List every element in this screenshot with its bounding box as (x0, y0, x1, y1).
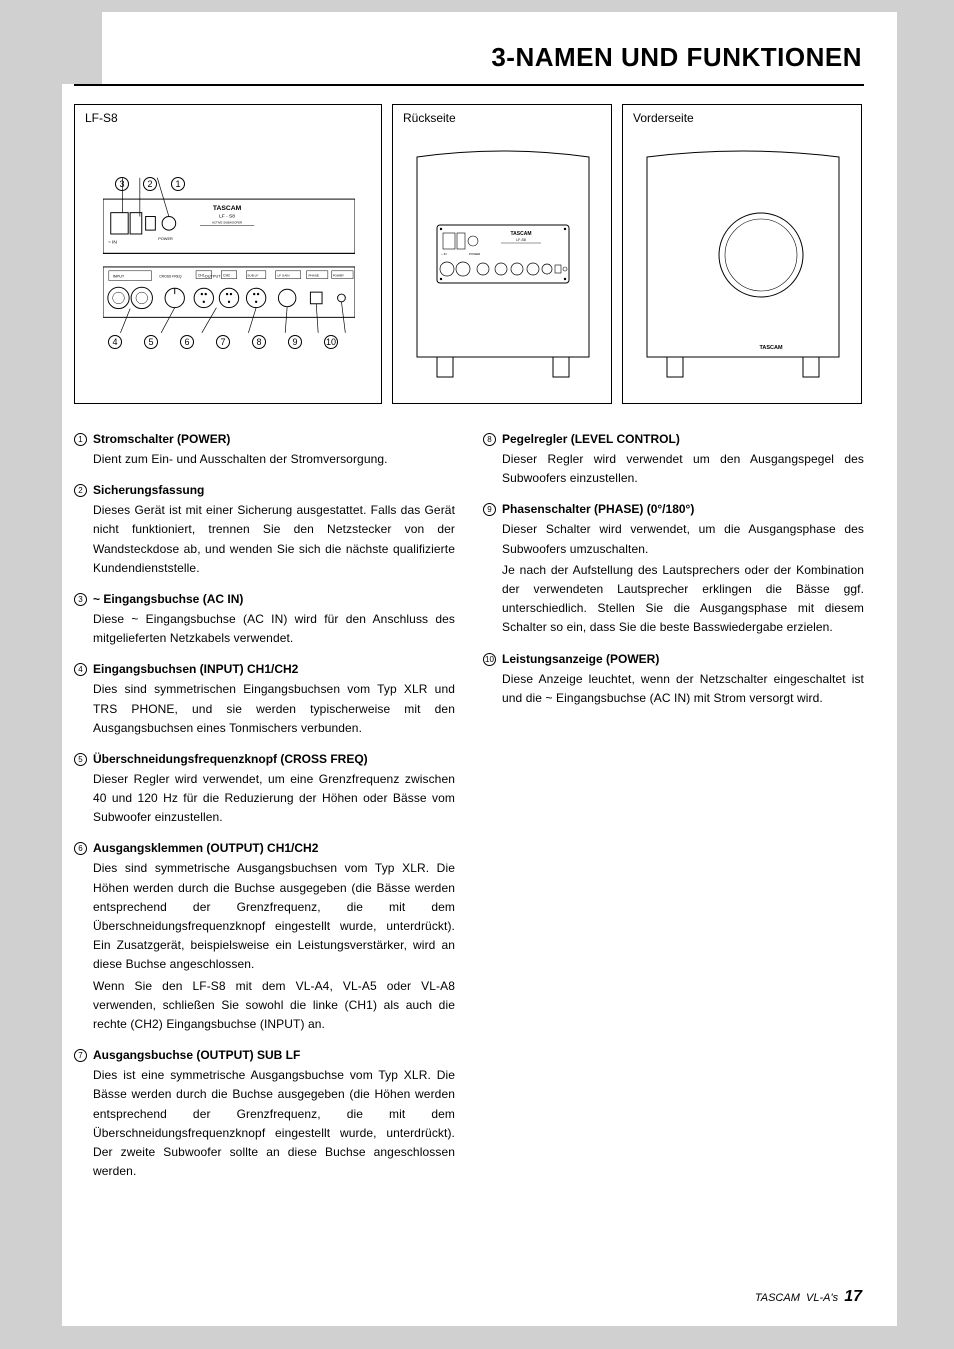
svg-text:POWER: POWER (333, 274, 344, 278)
callout-4: 4 (108, 335, 122, 349)
svg-text:ACTIVE SUBWOOFER: ACTIVE SUBWOOFER (212, 220, 242, 224)
item-title: Überschneidungsfrequenzknopf (CROSS FREQ… (93, 752, 368, 766)
item-6: 6 Ausgangsklemmen (OUTPUT) CH1/CH2 Dies si… (74, 841, 455, 1034)
item-title: Sicherungsfassung (93, 483, 204, 497)
item-body: Diese ~ Eingangsbuchse (AC IN) wird für … (74, 610, 455, 648)
page-number: 17 (844, 1288, 862, 1305)
item-number: 7 (74, 1049, 87, 1062)
diagram-label-c: Vorderseite (633, 111, 694, 125)
footer-model: VL-A's (806, 1292, 838, 1304)
column-right: 8 Pegelregler (LEVEL CONTROL) Dieser Regle… (483, 432, 864, 1195)
item-number: 9 (483, 503, 496, 516)
header-rule (74, 84, 864, 86)
item-body: Dies ist eine symmetrische Ausgangsbuchs… (74, 1066, 455, 1181)
svg-text:INPUT: INPUT (113, 274, 125, 279)
item-1: 1 Stromschalter (POWER) Dient zum Ein- und… (74, 432, 455, 469)
svg-text:CROSS FREQ: CROSS FREQ (159, 275, 182, 279)
item-number: 6 (74, 842, 87, 855)
item-9: 9 Phasenschalter (PHASE) (0°/180°) Dieser … (483, 502, 864, 637)
svg-text:TASCAM: TASCAM (510, 231, 531, 237)
item-title: Stromschalter (POWER) (93, 432, 230, 446)
item-title: Ausgangsbuchse (OUTPUT) SUB LF (93, 1048, 300, 1062)
item-body: Dient zum Ein- und Ausschalten der Strom… (74, 450, 455, 469)
svg-text:TASCAM: TASCAM (759, 345, 783, 351)
svg-text:POWER: POWER (469, 252, 481, 256)
diagram-rear: Rückseite ~ IN POWER TASCAM LF-S8 (392, 104, 612, 404)
svg-text:LF - S8: LF - S8 (219, 214, 235, 220)
svg-text:OUTPUT: OUTPUT (205, 274, 222, 279)
item-body: Dieser Regler wird verwendet, um eine Gr… (74, 770, 455, 828)
item-number: 10 (483, 653, 496, 666)
item-title: Eingangsbuchsen (INPUT) CH1/CH2 (93, 662, 298, 676)
diagram-schematic: LF-S8 321 ~ IN POWER TASCAM (74, 104, 382, 404)
svg-text:CH2: CH2 (223, 274, 230, 278)
callout-10: 10 (324, 335, 338, 349)
item-body: Dieses Gerät ist mit einer Sicherung aus… (74, 501, 455, 578)
item-number: 5 (74, 753, 87, 766)
item-number: 3 (74, 593, 87, 606)
top-gray-block (62, 12, 102, 84)
callout-6: 6 (180, 335, 194, 349)
footer-brand: TASCAM (755, 1292, 800, 1304)
item-number: 8 (483, 433, 496, 446)
front-cabinet-svg: TASCAM (641, 145, 845, 383)
content-columns: 1 Stromschalter (POWER) Dient zum Ein- und… (74, 432, 864, 1195)
callout-7: 7 (216, 335, 230, 349)
item-title: Leistungsanzeige (POWER) (502, 652, 659, 666)
callouts-bottom: 4 5 6 7 8 9 10 (108, 335, 338, 349)
svg-text:CH1: CH1 (198, 274, 205, 278)
item-number: 4 (74, 663, 87, 676)
item-title: Ausgangsklemmen (OUTPUT) CH1/CH2 (93, 841, 318, 855)
item-3: 3 ~ Eingangsbuchse (AC IN) Diese ~ Eingang… (74, 592, 455, 648)
item-number: 2 (74, 484, 87, 497)
svg-text:TASCAM: TASCAM (213, 205, 242, 212)
item-title: Phasenschalter (PHASE) (0°/180°) (502, 502, 694, 516)
item-7: 7 Ausgangsbuchse (OUTPUT) SUB LF Dies ist … (74, 1048, 455, 1181)
schematic-svg: ~ IN POWER TASCAM LF - S8 ACTIVE SUBWOOF… (103, 175, 355, 355)
callout-8: 8 (252, 335, 266, 349)
callout-9: 9 (288, 335, 302, 349)
item-title: ~ Eingangsbuchse (AC IN) (93, 592, 243, 606)
rear-cabinet-svg: ~ IN POWER TASCAM LF-S8 (411, 145, 595, 383)
svg-text:POWER: POWER (158, 236, 173, 241)
item-body: Diese Anzeige leuchtet, wenn der Netzsch… (483, 670, 864, 708)
item-10: 10 Leistungsanzeige (POWER) Diese Anzeige … (483, 652, 864, 708)
diagram-front: Vorderseite TASCAM (622, 104, 862, 404)
item-2: 2 Sicherungsfassung Dieses Gerät ist mit e… (74, 483, 455, 578)
item-8: 8 Pegelregler (LEVEL CONTROL) Dieser Regle… (483, 432, 864, 488)
svg-text:LF-S8: LF-S8 (516, 238, 526, 242)
diagram-label-b: Rückseite (403, 111, 456, 125)
diagram-label-a: LF-S8 (85, 111, 118, 125)
callout-5: 5 (144, 335, 158, 349)
svg-text:SUB LF: SUB LF (247, 274, 258, 278)
svg-text:PHASE: PHASE (308, 274, 319, 278)
page-title: 3-NAMEN UND FUNKTIONEN (491, 42, 862, 73)
page-footer: TASCAM VL-A's 17 (755, 1288, 862, 1306)
item-body: Dieser Regler wird verwendet um den Ausg… (483, 450, 864, 488)
svg-text:LF GAIN: LF GAIN (277, 274, 289, 278)
diagrams-row: LF-S8 321 ~ IN POWER TASCAM (74, 104, 864, 404)
column-left: 1 Stromschalter (POWER) Dient zum Ein- und… (74, 432, 455, 1195)
item-body: Dies sind symmetrische Ausgangsbuchsen v… (74, 859, 455, 1034)
item-body: Dieser Schalter wird verwendet, um die A… (483, 520, 864, 637)
item-number: 1 (74, 433, 87, 446)
svg-text:~ IN: ~ IN (108, 240, 118, 246)
svg-text:~ IN: ~ IN (441, 252, 447, 256)
item-5: 5 Überschneidungsfrequenzknopf (CROSS FRE… (74, 752, 455, 828)
item-body: Dies sind symmetrischen Eingangsbuchsen … (74, 680, 455, 738)
item-title: Pegelregler (LEVEL CONTROL) (502, 432, 680, 446)
item-4: 4 Eingangsbuchsen (INPUT) CH1/CH2 Dies sin… (74, 662, 455, 738)
